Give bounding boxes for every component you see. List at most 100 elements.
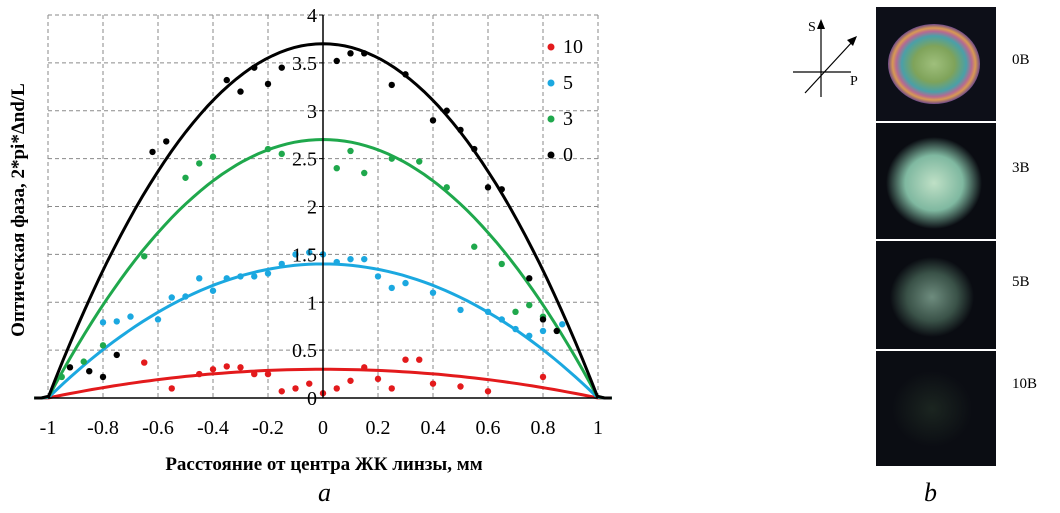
- data-point-0: [526, 275, 533, 282]
- x-axis-label: Расстояние от центра ЖК линзы, мм: [165, 454, 482, 475]
- data-point-10: [402, 356, 409, 363]
- data-point-3: [80, 358, 87, 365]
- data-point-0: [471, 145, 478, 153]
- data-point-0: [388, 81, 395, 89]
- x-tick-label: 0.4: [421, 417, 446, 439]
- data-point-5: [306, 249, 313, 256]
- data-point-5: [264, 270, 272, 277]
- data-point-5: [168, 294, 175, 301]
- x-tick-label: 0.6: [476, 417, 501, 439]
- data-point-3: [264, 145, 272, 153]
- data-point-0: [333, 57, 340, 65]
- data-point-0: [484, 184, 492, 191]
- data-point-10: [168, 385, 175, 392]
- x-tick-label: 0.2: [366, 417, 391, 439]
- data-point-10: [429, 380, 437, 387]
- legend-marker-3: [547, 115, 555, 123]
- data-point-3: [347, 147, 354, 155]
- x-tick-label: -0.4: [197, 417, 229, 439]
- data-point-10: [292, 385, 299, 392]
- data-point-5: [113, 318, 120, 325]
- iridescent-lens-icon: [888, 24, 980, 104]
- data-point-0: [251, 64, 258, 71]
- data-point-0: [163, 138, 170, 145]
- data-point-5: [292, 251, 299, 258]
- x-tick-label: -0.8: [87, 417, 119, 439]
- data-point-0: [402, 71, 409, 78]
- data-point-5: [182, 293, 189, 300]
- y-tick-label: 2.5: [292, 149, 317, 171]
- data-point-5: [347, 255, 354, 263]
- data-point-0: [86, 367, 93, 375]
- data-point-0: [361, 50, 368, 57]
- data-points: [58, 50, 566, 397]
- photo-label-10v: 10B: [1012, 376, 1038, 392]
- lens-photo-3v: [876, 123, 996, 239]
- data-point-5: [333, 258, 340, 266]
- data-point-10: [539, 373, 547, 381]
- lens-photo-10v: [876, 351, 996, 466]
- data-point-0: [113, 351, 120, 359]
- data-point-0: [429, 117, 437, 124]
- photo-label-3v: 3B: [1012, 160, 1030, 176]
- data-point-5: [209, 287, 217, 294]
- data-point-5: [127, 313, 134, 320]
- x-tick-label: -0.6: [142, 417, 174, 439]
- data-point-0: [278, 64, 285, 71]
- data-point-5: [278, 260, 285, 268]
- data-point-10: [209, 366, 217, 373]
- y-axis-label: Оптическая фаза, 2*pi*Δnd/L: [8, 83, 29, 337]
- data-point-3: [196, 160, 203, 167]
- data-point-3: [333, 165, 340, 172]
- polarization-p-label: P: [850, 74, 858, 89]
- data-point-3: [416, 158, 423, 165]
- data-point-5: [237, 273, 244, 280]
- y-tick-label: 3.5: [292, 53, 317, 75]
- data-point-5: [457, 306, 464, 314]
- legend-label-10: 10: [563, 36, 583, 58]
- data-point-5: [361, 255, 368, 263]
- polarization-s-label: S: [808, 20, 816, 35]
- chart-legend: 10 5 3 0: [547, 36, 583, 166]
- data-point-0: [457, 126, 464, 134]
- y-tick-label: 3: [307, 101, 317, 123]
- data-point-10: [457, 383, 464, 390]
- data-point-10: [196, 370, 203, 378]
- dark-lens-icon: [892, 371, 972, 447]
- data-point-5: [196, 275, 203, 282]
- data-point-0: [264, 80, 272, 88]
- y-tick-label: 0: [307, 388, 317, 410]
- x-tick-label: 0.8: [531, 417, 556, 439]
- data-point-3: [141, 253, 148, 260]
- data-point-3: [182, 174, 189, 181]
- phase-chart: -1 -0.8 -0.6 -0.4 -0.2 0 0.2 0.4 0.6 0.8 100.511.5…: [8, 5, 612, 475]
- data-point-5: [498, 316, 505, 323]
- data-point-3: [526, 301, 533, 309]
- data-point-3: [471, 243, 478, 250]
- legend-label-0: 0: [563, 144, 573, 166]
- data-point-3: [58, 373, 65, 381]
- data-point-5: [526, 332, 533, 339]
- data-point-5: [388, 284, 395, 292]
- data-point-10: [347, 377, 354, 384]
- data-point-5: [539, 327, 547, 335]
- data-point-3: [512, 308, 519, 316]
- y-tick-label: 1.5: [292, 244, 317, 266]
- data-point-10: [333, 385, 340, 392]
- data-point-3: [361, 169, 368, 177]
- polarization-axes-icon: [793, 19, 857, 97]
- data-point-5: [559, 321, 566, 328]
- data-point-0: [553, 327, 560, 335]
- data-point-10: [388, 385, 395, 392]
- data-point-10: [278, 388, 285, 395]
- green-glow-lens-icon: [886, 137, 982, 229]
- legend-label-3: 3: [563, 108, 573, 130]
- x-tick-label: -0.2: [252, 417, 284, 439]
- data-point-10: [223, 363, 230, 370]
- data-point-5: [251, 273, 258, 280]
- data-point-0: [237, 88, 244, 95]
- y-tick-label: 0.5: [292, 340, 317, 362]
- y-tick-label: 1: [307, 292, 317, 314]
- data-point-5: [374, 273, 382, 280]
- data-point-0: [66, 364, 74, 371]
